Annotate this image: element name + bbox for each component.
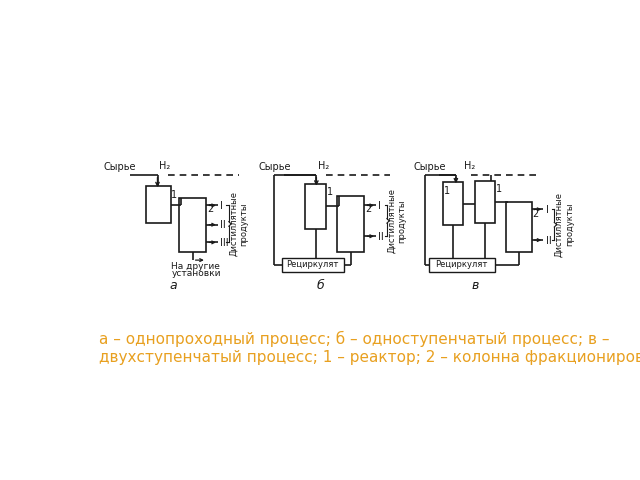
Text: Рециркулят: Рециркулят [435, 260, 488, 269]
Text: Сырье: Сырье [413, 162, 445, 171]
Text: б: б [316, 279, 324, 292]
Text: установки: установки [172, 269, 221, 278]
Text: Сырье: Сырье [103, 162, 136, 171]
Text: 2: 2 [207, 204, 213, 214]
Text: II: II [220, 220, 226, 230]
Bar [476, 181, 495, 223]
Text: H₂: H₂ [159, 161, 170, 171]
Bar [429, 258, 495, 272]
Text: I: I [378, 201, 381, 211]
Text: I: I [220, 201, 223, 211]
Text: 1: 1 [327, 187, 333, 197]
Text: в: в [472, 279, 479, 292]
Text: III: III [220, 238, 229, 248]
Bar [305, 184, 326, 228]
Text: 1: 1 [444, 186, 451, 196]
Text: 1: 1 [172, 190, 177, 200]
Text: а: а [170, 278, 177, 291]
Text: I: I [546, 205, 548, 215]
Text: Дистиллятные
продукты: Дистиллятные продукты [387, 188, 406, 253]
Text: 1: 1 [496, 184, 502, 194]
Bar [179, 198, 206, 252]
Text: Сырье: Сырье [259, 162, 291, 171]
Bar [443, 182, 463, 225]
Text: II: II [378, 232, 384, 242]
Text: H₂: H₂ [463, 161, 475, 171]
Bar [337, 196, 364, 252]
Bar [506, 202, 532, 252]
Bar [146, 186, 171, 223]
Text: Рециркулят: Рециркулят [286, 260, 339, 269]
Text: 2: 2 [365, 204, 371, 214]
Text: II: II [546, 236, 552, 246]
Text: На другие: На другие [172, 262, 220, 271]
Text: 2: 2 [532, 209, 539, 219]
Text: Дистиллятные
продукты: Дистиллятные продукты [555, 192, 574, 257]
Text: а – однопроходный процесс; б – одноступенчатый процесс; в –
двухступенчатый проц: а – однопроходный процесс; б – одноступе… [99, 331, 640, 364]
Text: Дистиллятные
продукты: Дистиллятные продукты [229, 192, 248, 256]
Bar [282, 258, 344, 272]
Text: H₂: H₂ [318, 161, 329, 171]
